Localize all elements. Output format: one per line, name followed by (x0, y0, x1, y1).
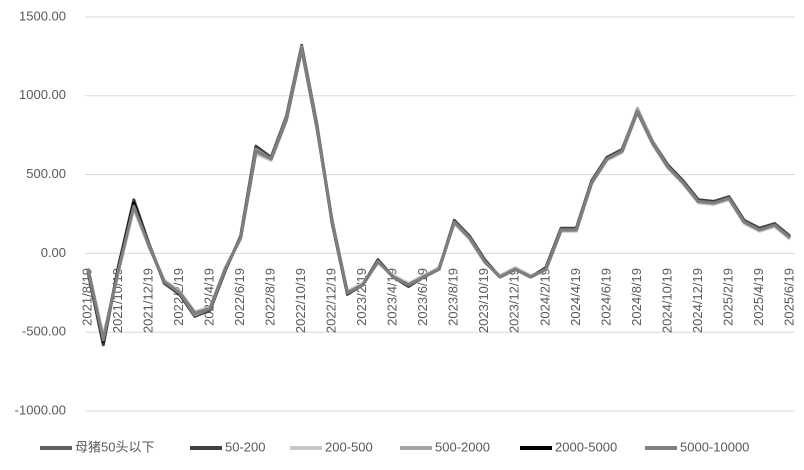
x-tick-label: 2024/8/19 (629, 268, 644, 326)
legend-label: 200-500 (325, 439, 373, 454)
x-tick-label: 2024/4/19 (568, 268, 583, 326)
legend-item: 2000-5000 (520, 439, 617, 454)
series-line (86, 47, 791, 342)
y-tick-label: -500.00 (22, 324, 66, 339)
legend-item: 母猪50头以下 (40, 439, 154, 454)
legend-item: 200-500 (290, 439, 373, 454)
legend-item: 500-2000 (400, 439, 490, 454)
x-tick-label: 2023/8/19 (446, 268, 461, 326)
x-tick-label: 2024/12/19 (690, 268, 705, 333)
x-tick-label: 2022/12/19 (324, 268, 339, 333)
legend-item: 5000-10000 (645, 439, 749, 454)
x-tick-label: 2022/8/19 (263, 268, 278, 326)
x-tick-label: 2025/4/19 (751, 268, 766, 326)
x-tick-label: 2021/12/19 (140, 268, 155, 333)
x-tick-label: 2025/6/19 (781, 268, 796, 326)
x-tick-label: 2023/12/19 (507, 268, 522, 333)
x-tick-label: 2023/6/19 (415, 268, 430, 326)
series-line (86, 43, 791, 347)
series-line (86, 45, 791, 340)
x-tick-label: 2024/10/19 (659, 268, 674, 333)
legend-label: 50-200 (225, 439, 265, 454)
legend-label: 2000-5000 (555, 439, 617, 454)
series-line (86, 47, 791, 342)
x-tick-label: 2023/4/19 (385, 268, 400, 326)
y-tick-label: 1000.00 (19, 87, 66, 102)
x-tick-label: 2022/6/19 (232, 268, 247, 326)
y-tick-label: 1500.00 (19, 8, 66, 23)
y-tick-label: -1000.00 (15, 402, 66, 417)
legend-label: 500-2000 (435, 439, 490, 454)
legend-label: 母猪50头以下 (75, 439, 154, 454)
y-tick-label: 0.00 (41, 245, 66, 260)
x-tick-label: 2024/6/19 (598, 268, 613, 326)
series-line (86, 48, 791, 337)
legend-item: 50-200 (190, 439, 265, 454)
x-tick-label: 2025/2/19 (720, 268, 735, 326)
x-tick-label: 2022/2/19 (171, 268, 186, 326)
x-tick-label: 2023/10/19 (476, 268, 491, 333)
series-line (86, 47, 791, 344)
legend-label: 5000-10000 (680, 439, 749, 454)
y-tick-label: 500.00 (26, 166, 66, 181)
x-tick-label: 2022/10/19 (293, 268, 308, 333)
x-tick-label: 2024/2/19 (537, 268, 552, 326)
